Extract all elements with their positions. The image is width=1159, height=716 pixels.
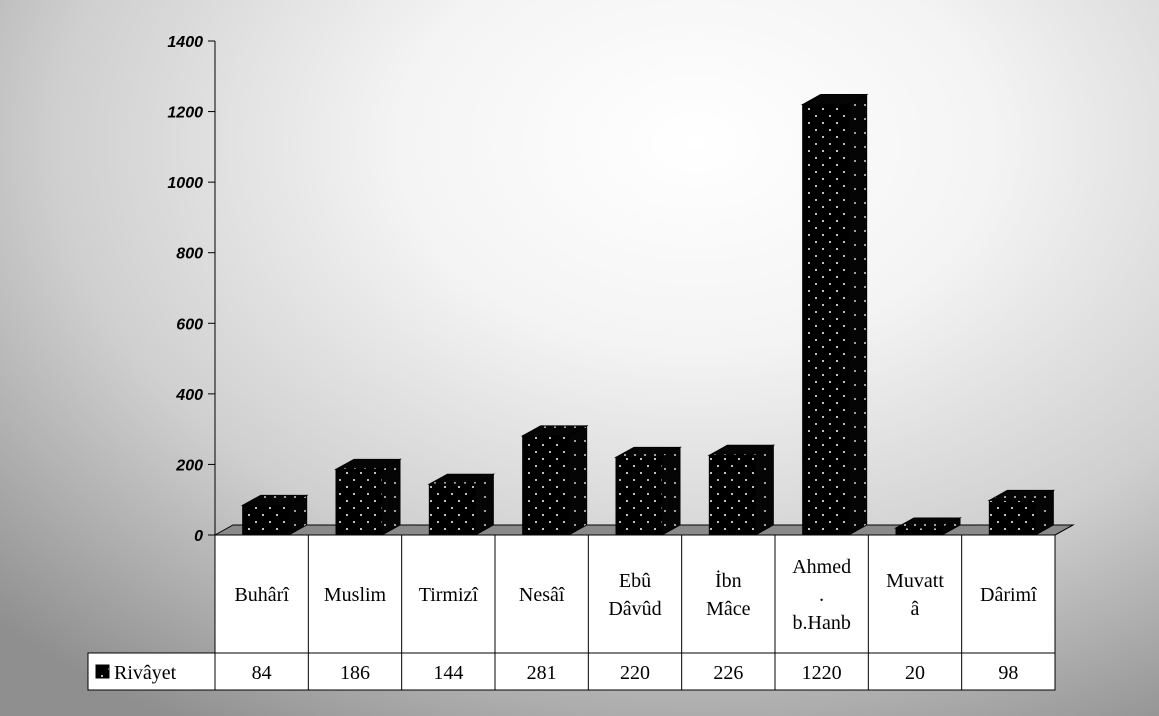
data-label: 226 xyxy=(713,662,743,684)
bar-front xyxy=(708,454,756,536)
data-table: Buhârî 84 Muslim 186 Tirmizî 144 Nesâî 281 Ebû Dâ… xyxy=(87,524,1074,691)
y-tick-label: 1200 xyxy=(167,105,203,122)
bar xyxy=(894,517,962,536)
y-tick-label: 200 xyxy=(175,457,203,474)
bar xyxy=(707,444,776,536)
bar-side xyxy=(661,446,681,536)
category-label: Muvatt xyxy=(886,570,944,592)
bar-side xyxy=(754,444,774,536)
bar-front xyxy=(615,456,663,536)
bars xyxy=(240,93,1056,536)
bar xyxy=(987,489,1056,536)
bar-front xyxy=(802,104,850,536)
category-label: Nesâî xyxy=(519,584,565,606)
data-label: 98 xyxy=(998,662,1018,684)
bar-side xyxy=(381,458,401,536)
category-label: İbn xyxy=(715,569,742,592)
table-value-row xyxy=(87,652,1056,691)
bar-side xyxy=(474,473,494,536)
bar xyxy=(614,446,682,536)
data-label: 144 xyxy=(433,662,463,684)
data-label: 20 xyxy=(905,662,925,684)
data-label: 84 xyxy=(252,662,272,684)
category-label: Mâce xyxy=(706,598,751,620)
y-tick-label: 400 xyxy=(175,387,203,404)
data-label: 281 xyxy=(527,662,557,684)
legend-label: Rivâyet xyxy=(114,662,177,684)
category-label: Muslim xyxy=(324,584,387,606)
y-tick-label: 800 xyxy=(176,246,203,263)
bar xyxy=(427,473,496,536)
bar xyxy=(520,424,589,536)
category-label: Ebû xyxy=(619,570,651,592)
category-label: Dârimî xyxy=(980,584,1037,606)
category-label: b.Hanb xyxy=(793,612,851,634)
data-label: 1220 xyxy=(802,662,842,684)
bar-front xyxy=(522,435,570,536)
category-label: â xyxy=(911,598,920,620)
data-label: 220 xyxy=(620,662,650,684)
y-tick-label: 0 xyxy=(194,528,203,545)
bar-front xyxy=(428,483,476,536)
bar-side xyxy=(568,424,588,536)
bar-side xyxy=(848,93,868,536)
bar-front xyxy=(895,527,943,536)
category-label: Buhârî xyxy=(234,584,289,606)
legend-swatch xyxy=(95,664,110,679)
category-label: . xyxy=(819,584,824,606)
category-label: Dâvûd xyxy=(608,598,661,620)
bar xyxy=(334,458,402,536)
bar xyxy=(240,494,309,536)
bar-front xyxy=(988,499,1036,536)
floor-edge xyxy=(1054,524,1074,536)
category-label: Ahmed xyxy=(792,556,851,578)
y-tick-label: 1000 xyxy=(167,175,203,192)
y-tick-label: 600 xyxy=(176,316,203,333)
y-tick-label: 1400 xyxy=(167,34,203,51)
y-axis: 0 200 400 600 800 1000 1200 1400 xyxy=(167,34,216,545)
bar-front xyxy=(335,468,383,536)
category-label: Tirmizî xyxy=(419,584,479,606)
table-header-row xyxy=(214,534,1056,654)
bar xyxy=(800,93,869,536)
data-label: 186 xyxy=(340,662,370,684)
bar-front xyxy=(242,504,290,536)
